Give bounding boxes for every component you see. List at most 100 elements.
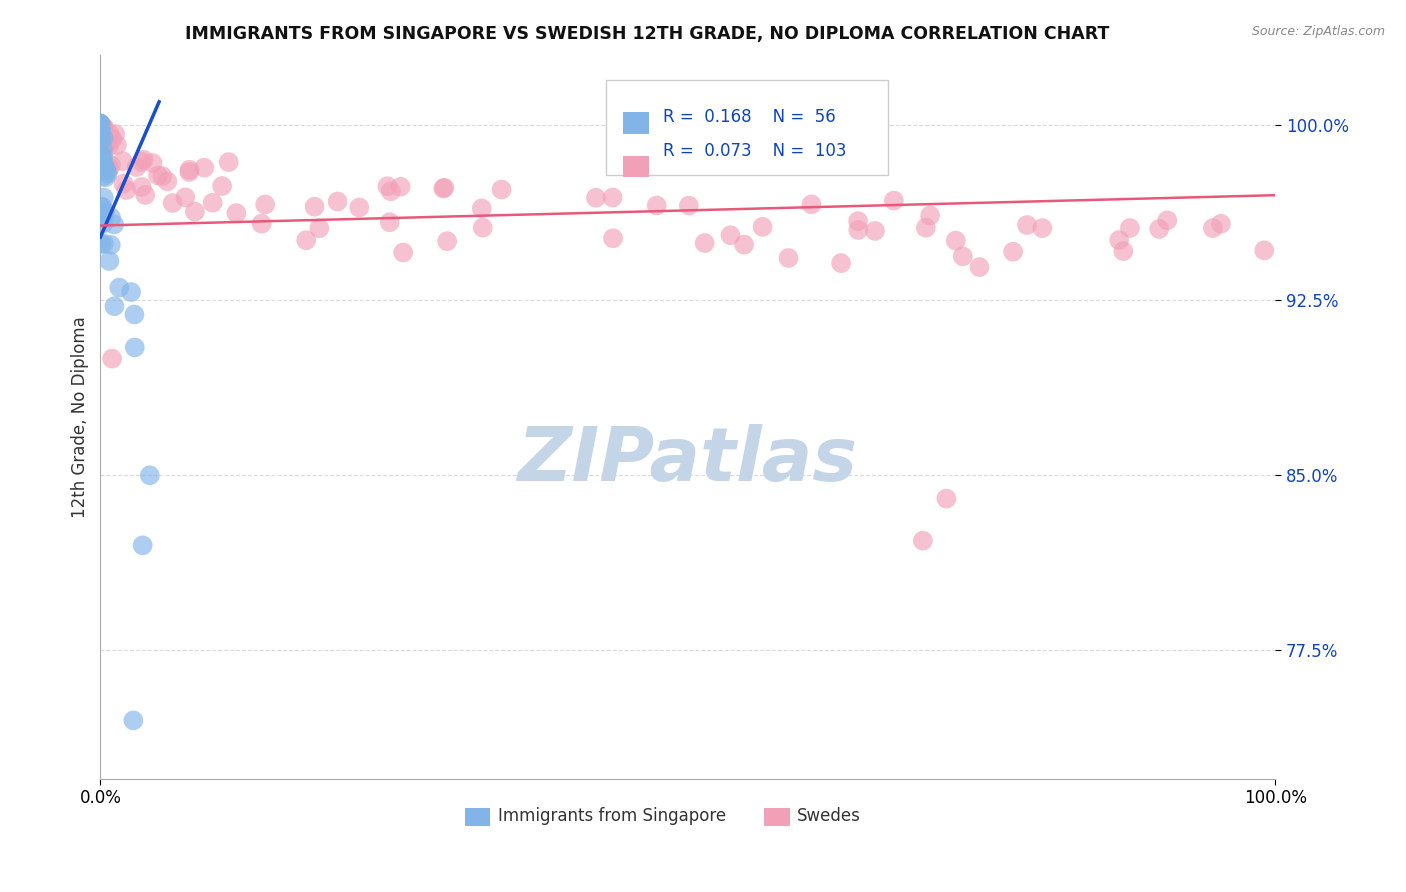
Point [89,126,111,140]
Point [295,233,318,247]
Point [124,340,146,354]
Point [693,235,716,250]
Point [720,228,742,243]
Point [1253,244,1275,258]
Point [93,236,115,251]
Point [1031,221,1053,235]
Point [93,204,115,219]
Point [436,234,458,248]
Point [89,122,111,136]
Point [124,308,146,322]
Point [96,164,118,178]
Point [100,238,122,252]
Point [432,181,454,195]
Point [93,131,115,145]
Point [911,533,934,548]
Point [914,220,936,235]
Point [90,132,112,146]
Point [93,191,115,205]
Point [89,159,111,173]
Point [778,251,800,265]
Text: IMMIGRANTS FROM SINGAPORE VS SWEDISH 12TH GRADE, NO DIPLOMA CORRELATION CHART: IMMIGRANTS FROM SINGAPORE VS SWEDISH 12T… [184,25,1109,43]
Point [920,209,942,223]
Point [120,285,142,299]
Point [103,218,125,232]
Point [1112,244,1135,259]
Point [254,197,277,211]
Point [377,179,399,194]
Point [585,191,607,205]
Point [1002,244,1025,259]
Point [392,245,415,260]
Point [1156,213,1178,227]
Point [89,119,111,133]
Point [131,538,153,552]
Point [1209,217,1232,231]
Point [304,200,326,214]
Point [90,133,112,147]
Bar [623,112,650,134]
Point [122,714,145,728]
Point [98,254,121,268]
Point [131,180,153,194]
Point [90,124,112,138]
Point [89,121,111,136]
Point [90,200,112,214]
Point [89,134,111,148]
Text: Source: ZipAtlas.com: Source: ZipAtlas.com [1251,25,1385,38]
Point [179,162,201,177]
Point [112,177,135,191]
Point [846,223,869,237]
Point [935,491,957,506]
Point [250,217,273,231]
Point [115,183,138,197]
Point [98,161,121,176]
Point [969,260,991,274]
Point [184,204,207,219]
Point [193,161,215,175]
Point [751,219,773,234]
Point [89,116,111,130]
Point [141,156,163,170]
Point [471,220,494,235]
Point [89,117,111,131]
Point [93,217,115,231]
Point [93,120,115,135]
Point [89,127,111,141]
Point [94,139,117,153]
Point [602,231,624,245]
Point [91,120,114,135]
Point [602,190,624,204]
Point [800,197,823,211]
Point [125,160,148,174]
Point [89,117,111,131]
Point [90,148,112,162]
Point [91,142,114,156]
Point [89,117,111,131]
Point [111,154,134,169]
Bar [464,808,491,826]
Point [1202,221,1225,235]
Point [91,153,114,167]
Point [733,237,755,252]
Point [1149,222,1171,236]
Point [471,202,494,216]
Point [89,117,111,131]
Point [211,179,233,194]
Point [93,150,115,164]
Point [93,120,115,135]
Point [89,122,111,136]
Point [89,126,111,140]
Point [326,194,349,209]
Point [89,120,111,135]
Point [863,224,886,238]
Bar [765,808,790,826]
Point [89,126,111,140]
Point [433,180,456,194]
Point [150,169,173,183]
Point [218,155,240,169]
Point [100,211,122,225]
Point [94,170,117,185]
Point [89,117,111,131]
Point [89,122,111,136]
